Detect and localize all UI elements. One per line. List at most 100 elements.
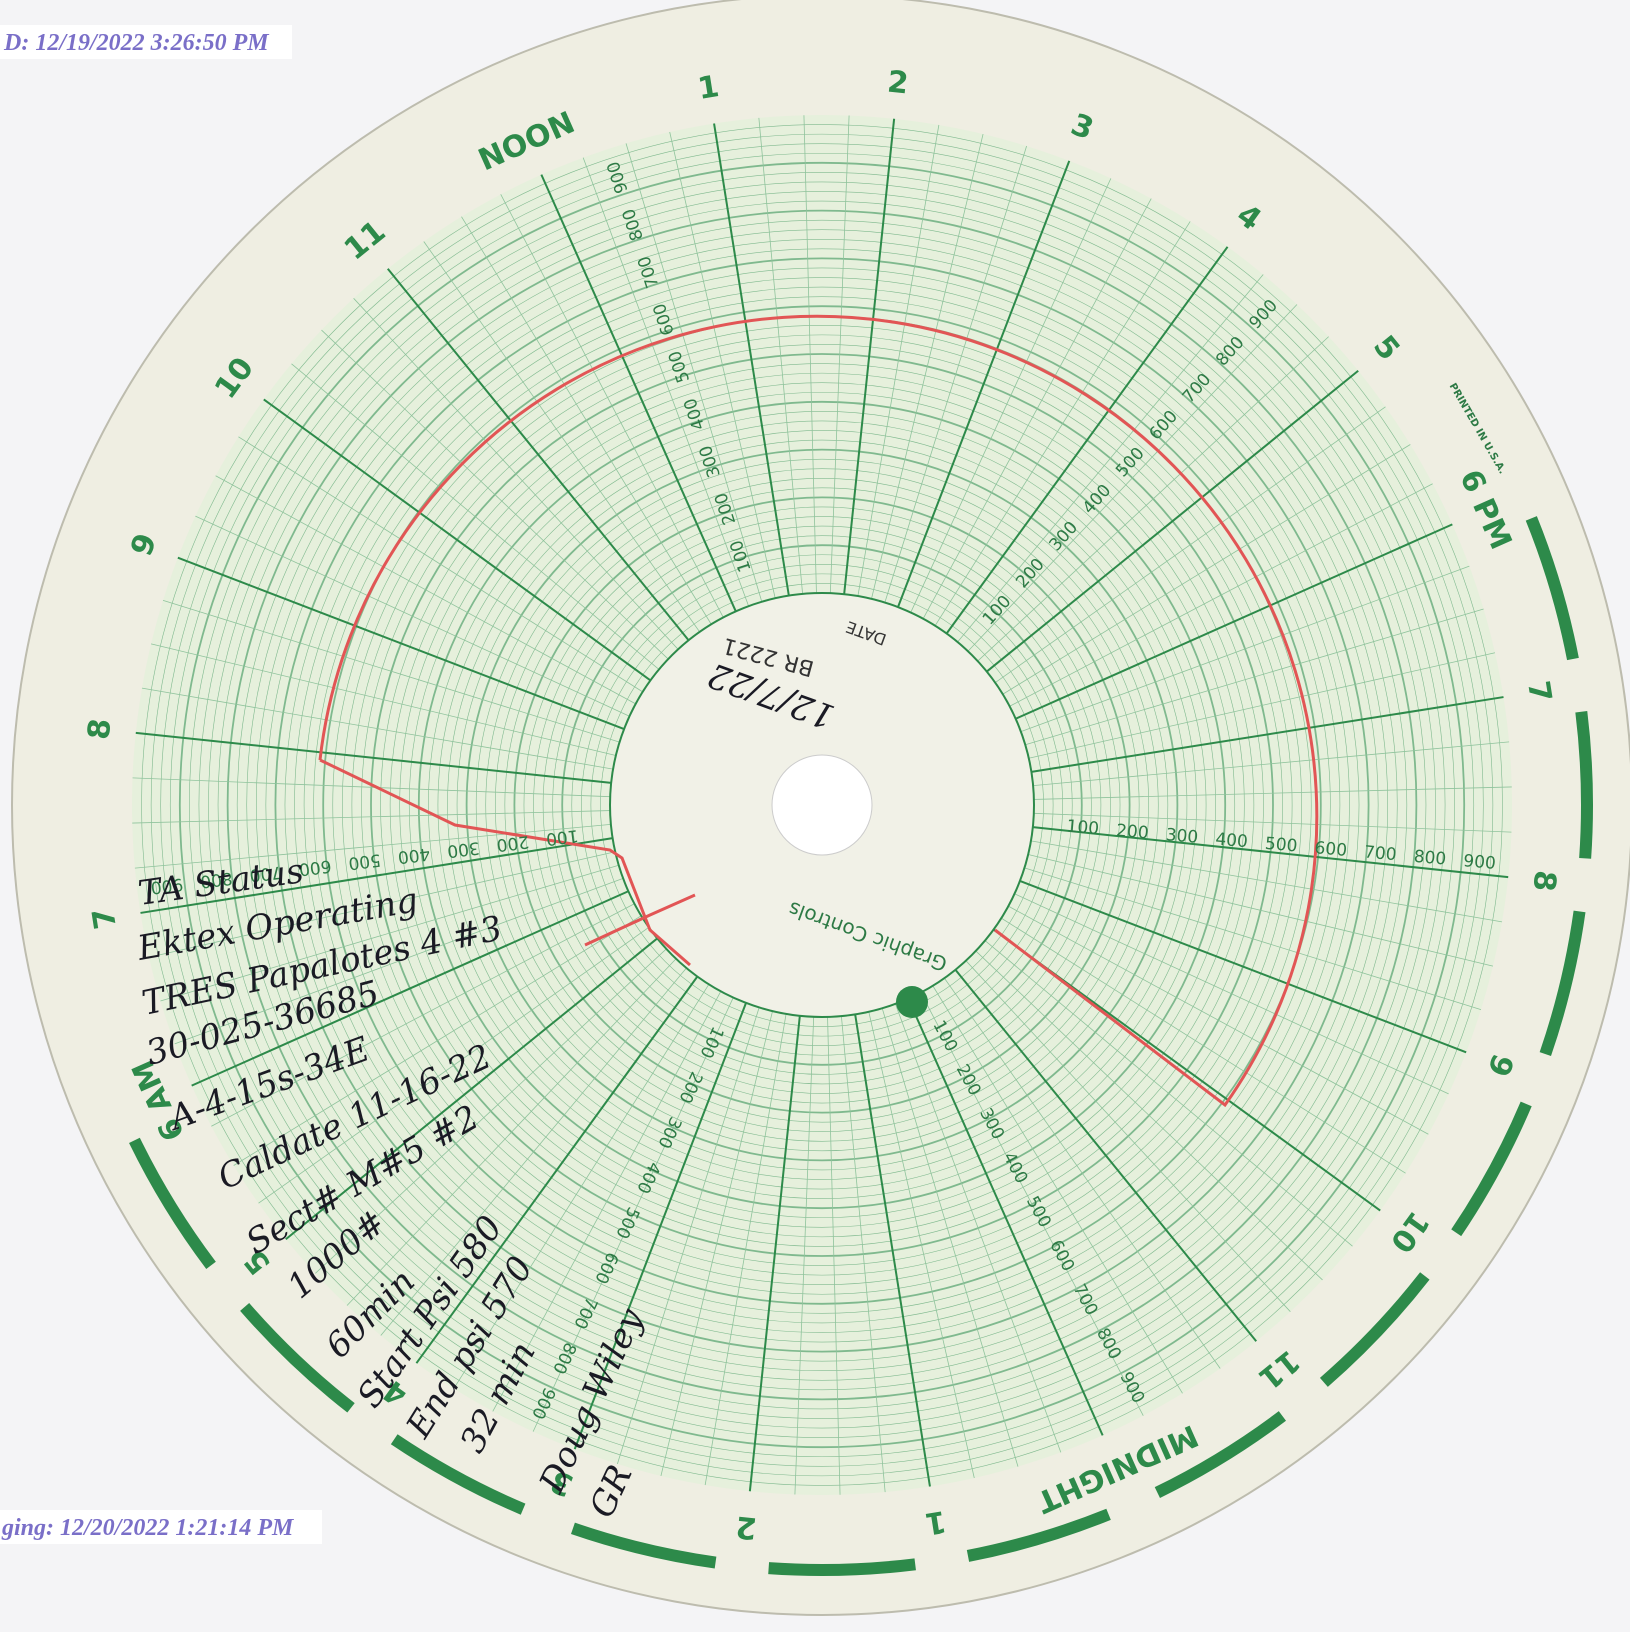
- scale-label: 500: [1264, 834, 1298, 857]
- radial-line: [945, 246, 1229, 635]
- radial-line: [195, 515, 630, 717]
- night-band: [1451, 1101, 1532, 1237]
- scale-label: 400: [397, 843, 432, 867]
- scale-label: 400: [1215, 829, 1249, 852]
- radial-line: [177, 556, 625, 730]
- radial-line: [132, 777, 611, 798]
- radial-line: [857, 124, 940, 597]
- radial-line: [884, 145, 1027, 603]
- fine-ring: [189, 172, 1455, 1438]
- fine-ring: [160, 143, 1484, 1467]
- radial-line: [532, 997, 734, 1432]
- radial-line: [975, 950, 1323, 1281]
- radial-line: [994, 406, 1386, 683]
- fine-ring: [581, 564, 1063, 1046]
- fine-ring: [523, 506, 1121, 1104]
- radial-line: [492, 991, 722, 1412]
- radial-line: [843, 118, 896, 595]
- fine-ring: [533, 516, 1111, 1094]
- stamp-bottom: ging: 12/20/2022 1:21:14 PM: [1, 1515, 295, 1541]
- night-band: [768, 1558, 916, 1576]
- radial-line: [1020, 565, 1470, 732]
- night-band: [1525, 516, 1579, 661]
- radial-line: [954, 969, 1258, 1342]
- scale-label: 600: [1314, 838, 1348, 861]
- night-band: [129, 1137, 216, 1270]
- fine-ring: [408, 391, 1236, 1219]
- fine-ring: [399, 382, 1245, 1228]
- radial-line: [895, 1003, 1062, 1453]
- night-band: [1539, 910, 1586, 1057]
- radial-line: [132, 810, 611, 824]
- radial-line: [1031, 696, 1504, 773]
- scale-label: 100: [1066, 816, 1100, 839]
- radial-line: [934, 221, 1191, 626]
- fine-ring: [236, 219, 1408, 1391]
- fine-ring: [217, 200, 1427, 1410]
- fine-ring: [475, 458, 1169, 1152]
- radial-line: [660, 1011, 773, 1477]
- radial-line: [871, 133, 984, 599]
- radial-line: [191, 890, 629, 1087]
- radial-line: [713, 123, 790, 596]
- fine-ring: [456, 439, 1188, 1171]
- radial-line: [423, 241, 700, 633]
- fine-ring: [447, 430, 1197, 1180]
- radial-line: [907, 998, 1104, 1436]
- radial-line: [977, 336, 1329, 662]
- scale-label: 200: [1115, 821, 1149, 844]
- night-band: [240, 1302, 355, 1413]
- radial-line: [346, 958, 677, 1306]
- fine-ring: [246, 229, 1398, 1381]
- radial-line: [415, 975, 699, 1364]
- fine-ring: [361, 344, 1283, 1266]
- radial-line: [500, 194, 724, 618]
- radial-line: [617, 1007, 760, 1465]
- radial-line: [868, 1011, 975, 1479]
- radial-line: [840, 1016, 886, 1493]
- hour-label: 2: [734, 1509, 758, 1546]
- scale-label: 800: [1413, 847, 1447, 870]
- radial-line: [140, 837, 613, 914]
- center-hole: [771, 754, 873, 856]
- scale-label: 100: [545, 825, 580, 849]
- fine-ring: [494, 477, 1150, 1133]
- fine-ring: [178, 161, 1466, 1449]
- radial-line: [984, 940, 1353, 1247]
- fine-ring: [313, 296, 1331, 1314]
- radial-line: [1033, 741, 1510, 787]
- radial-line: [1030, 840, 1503, 923]
- radial-line: [233, 915, 642, 1166]
- radial-line: [573, 1002, 747, 1450]
- fine-ring: [294, 277, 1350, 1333]
- fine-ring: [465, 448, 1179, 1162]
- fine-ring: [208, 191, 1436, 1419]
- radial-line: [285, 937, 658, 1241]
- pen-trace: [318, 314, 1319, 1108]
- radial-line: [1001, 917, 1406, 1174]
- fine-ring: [370, 353, 1274, 1257]
- radial-line: [1028, 652, 1496, 759]
- radial-line: [957, 274, 1264, 643]
- fine-ring: [600, 583, 1044, 1027]
- radial-line: [1025, 608, 1484, 746]
- fine-ring: [504, 487, 1140, 1123]
- scale-label: 300: [1165, 825, 1199, 848]
- radial-line: [965, 960, 1291, 1312]
- radial-line: [1008, 905, 1429, 1135]
- night-band: [1575, 711, 1593, 859]
- radial-line: [1033, 812, 1512, 833]
- fine-ring: [590, 573, 1054, 1037]
- hour-label: 2: [886, 64, 910, 101]
- radial-line: [758, 117, 804, 594]
- radial-line: [803, 115, 817, 594]
- night-band: [1319, 1272, 1430, 1387]
- fine-ring: [342, 325, 1302, 1285]
- radial-line: [920, 992, 1144, 1416]
- fine-ring: [198, 181, 1446, 1429]
- fine-ring: [428, 411, 1216, 1199]
- fine-ring: [284, 267, 1360, 1343]
- scale-label: 700: [248, 861, 283, 885]
- stamp-top: D: 12/19/2022 3:26:50 PM: [3, 30, 270, 56]
